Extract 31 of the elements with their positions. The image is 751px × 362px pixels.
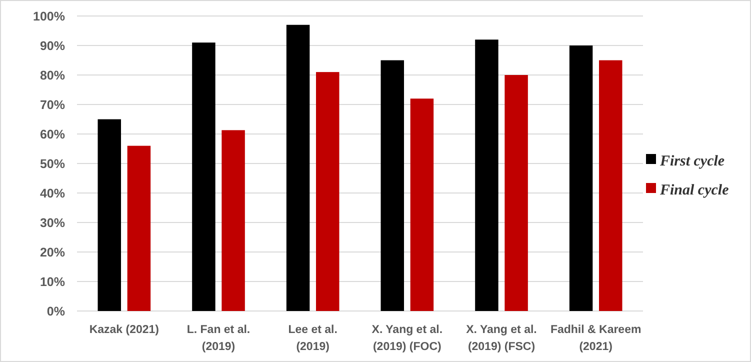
x-tick-label: Kazak (2021) <box>89 324 160 336</box>
bar <box>475 40 498 311</box>
x-tick-label: L. Fan et al. (2019) <box>186 324 250 353</box>
x-tick-label: Lee et al. (2019) <box>288 324 338 353</box>
bar <box>222 130 245 311</box>
y-tick-label: 70% <box>40 98 65 112</box>
y-tick-label: 30% <box>40 216 65 230</box>
legend-label: First cycle <box>659 153 725 170</box>
bar <box>569 46 593 311</box>
y-tick-label: 40% <box>40 186 65 200</box>
legend-label: Final cycle <box>659 182 730 198</box>
bar <box>286 24 310 311</box>
y-tick-label: 20% <box>40 245 65 260</box>
bar <box>380 60 404 311</box>
bar <box>504 75 528 311</box>
y-tick-label: 60% <box>40 127 65 142</box>
bar <box>316 72 340 311</box>
y-tick-label: 0% <box>46 304 65 318</box>
bar <box>98 119 121 311</box>
y-tick-label: 50% <box>40 156 65 171</box>
x-tick-label: Fadhil & Kareem (2021) <box>550 324 642 353</box>
y-tick-label: 100% <box>33 9 65 24</box>
bar <box>192 42 216 311</box>
bar <box>599 60 622 311</box>
y-tick-label: 80% <box>40 68 65 82</box>
x-tick-label: X. Yang et al. (2019) (FSC) <box>466 324 537 353</box>
bar <box>127 146 151 311</box>
bar <box>410 98 434 311</box>
x-tick-label: X. Yang et al. (2019) (FOC) <box>372 324 443 353</box>
y-tick-label: 10% <box>40 274 65 289</box>
y-tick-label: 90% <box>40 38 65 53</box>
